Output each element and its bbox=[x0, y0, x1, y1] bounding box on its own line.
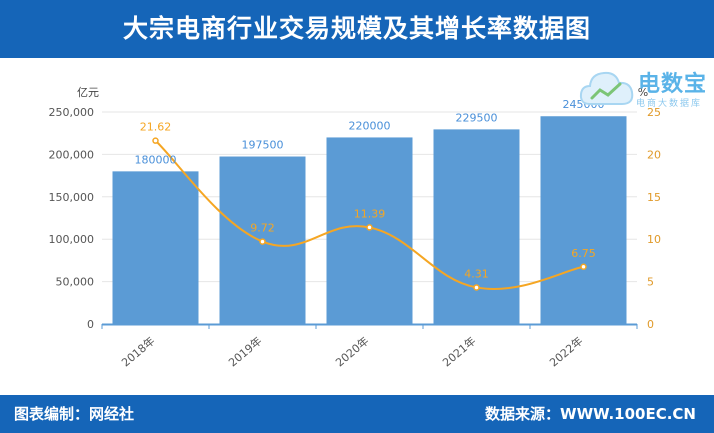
line-point bbox=[366, 224, 373, 231]
x-tick-label: 2018年 bbox=[119, 334, 158, 370]
brand-logo: 电数宝 电商大数据库 bbox=[578, 64, 708, 114]
line-point bbox=[580, 263, 587, 271]
y-tick-label: 150,000 bbox=[49, 191, 95, 204]
x-tick-label: 2020年 bbox=[333, 334, 372, 370]
y2-tick-label: 10 bbox=[647, 233, 661, 246]
bar bbox=[540, 116, 627, 324]
line-value-label: 11.39 bbox=[354, 207, 386, 220]
footer-source: 数据来源：WWW.100EC.CN bbox=[485, 405, 696, 423]
y2-axis-title: % bbox=[638, 86, 648, 99]
line-point bbox=[259, 238, 266, 245]
logo-text: 电数宝 bbox=[638, 72, 708, 97]
y-tick-label: 50,000 bbox=[56, 276, 95, 289]
y2-tick-label: 20 bbox=[647, 148, 661, 161]
y-tick-label: 0 bbox=[87, 318, 94, 331]
line-value-label: 21.62 bbox=[140, 121, 172, 134]
bar-value-label: 180000 bbox=[135, 153, 177, 166]
bar-series bbox=[112, 116, 627, 324]
bar bbox=[326, 137, 413, 324]
chart: 0 50,000 100,000 150,000 200,000 250,000 0 5 10 1… bbox=[49, 86, 662, 370]
line-value-label: 6.75 bbox=[571, 247, 596, 260]
header-bar: 大宗电商行业交易规模及其增长率数据图 bbox=[0, 0, 714, 58]
bar-value-label: 229500 bbox=[456, 111, 498, 124]
line-series bbox=[152, 137, 587, 291]
bar-value-label: 220000 bbox=[349, 119, 391, 132]
line-value-label: 4.31 bbox=[464, 267, 489, 280]
logo-subtext: 电商大数据库 bbox=[636, 99, 703, 109]
y2-tick-label: 0 bbox=[647, 318, 654, 331]
bar-value-label: 197500 bbox=[242, 139, 284, 152]
y-tick-label: 200,000 bbox=[49, 148, 95, 161]
bar bbox=[112, 171, 199, 324]
page-title: 大宗电商行业交易规模及其增长率数据图 bbox=[122, 14, 591, 43]
y-tick-label: 100,000 bbox=[49, 233, 95, 246]
line-point bbox=[152, 137, 159, 144]
x-tick-label: 2019年 bbox=[226, 334, 265, 370]
x-tick-label: 2022年 bbox=[547, 334, 586, 370]
x-tick-label: 2021年 bbox=[440, 334, 479, 370]
line-point bbox=[473, 284, 480, 291]
line-value-label: 9.72 bbox=[250, 222, 275, 235]
y2-tick-label: 25 bbox=[647, 106, 661, 119]
y2-tick-label: 15 bbox=[647, 191, 661, 204]
footer-bar: 图表编制：网经社 数据来源：WWW.100EC.CN bbox=[0, 395, 714, 433]
y-tick-label: 250,000 bbox=[49, 106, 95, 119]
footer-credit: 图表编制：网经社 bbox=[14, 405, 135, 423]
y2-tick-label: 5 bbox=[647, 276, 654, 289]
bar bbox=[433, 129, 520, 324]
y-axis-title: 亿元 bbox=[77, 86, 99, 99]
cloud-icon bbox=[579, 71, 634, 105]
